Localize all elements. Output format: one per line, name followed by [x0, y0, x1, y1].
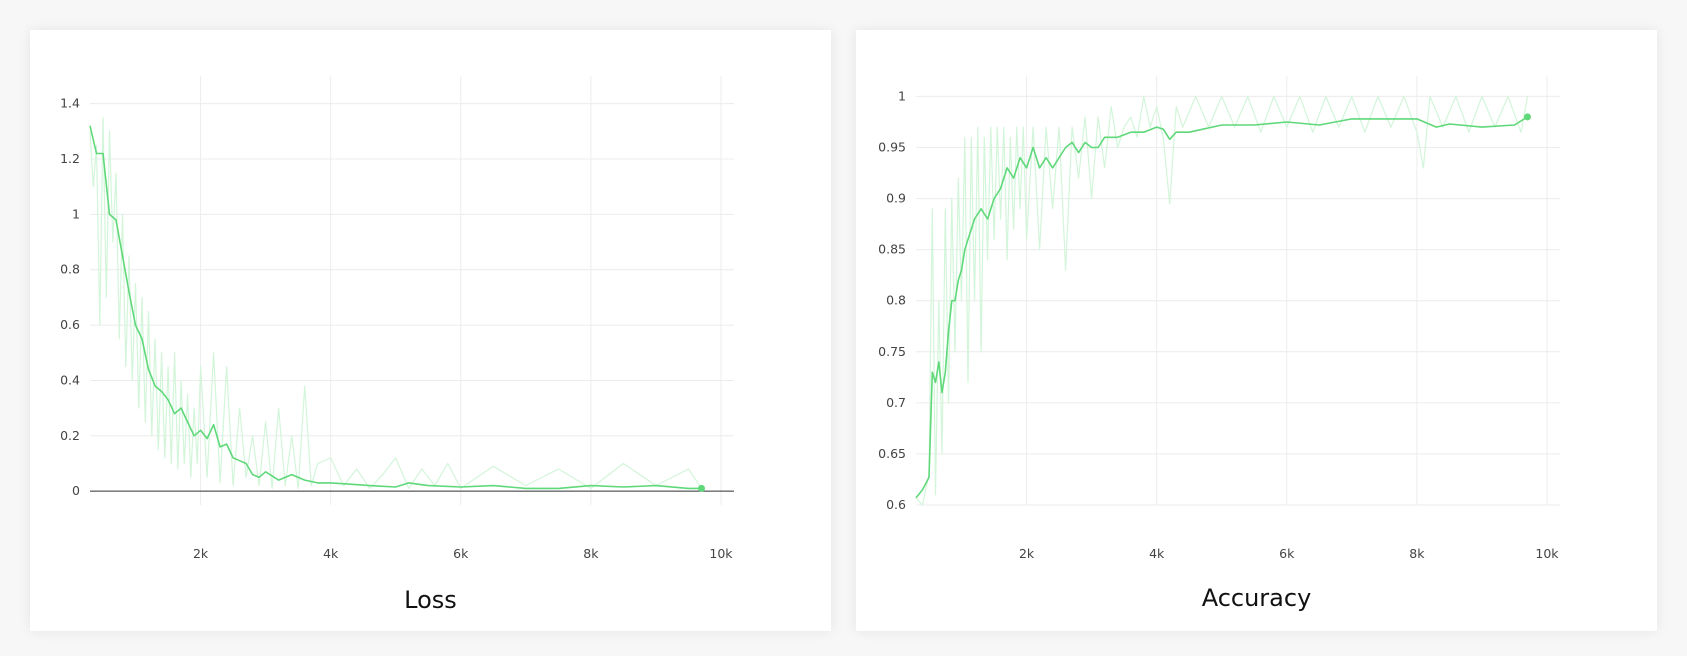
x-tick-label: 10k	[1535, 546, 1559, 561]
accuracy-chart-title: Accuracy	[1201, 584, 1312, 612]
y-tick-label: 0.75	[878, 344, 906, 359]
y-tick-label: 1	[898, 88, 906, 103]
y-tick-label: 0	[72, 483, 80, 498]
y-tick-label: 0.6	[60, 317, 80, 332]
x-tick-label: 2k	[1019, 546, 1035, 561]
y-tick-label: 0.9	[886, 191, 906, 206]
y-tick-label: 0.8	[60, 262, 80, 277]
y-tick-label: 0.4	[60, 372, 80, 387]
x-tick-label: 10k	[709, 546, 733, 561]
y-tick-label: 1.2	[60, 151, 80, 166]
x-tick-label: 6k	[453, 546, 469, 561]
y-tick-label: 0.65	[878, 446, 906, 461]
x-tick-label: 8k	[583, 546, 599, 561]
x-tick-label: 6k	[1279, 546, 1295, 561]
y-tick-label: 0.2	[60, 428, 80, 443]
raw-series-line	[915, 95, 1529, 506]
y-tick-label: 1	[72, 206, 80, 221]
x-tick-label: 2k	[193, 546, 209, 561]
y-tick-label: 0.6	[886, 497, 906, 512]
x-tick-label: 4k	[1149, 546, 1165, 561]
y-tick-label: 1.4	[60, 96, 80, 111]
loss-chart-title: Loss	[404, 586, 457, 614]
x-tick-label: 4k	[323, 546, 339, 561]
loss-chart-card: 0 0.2 0.4 0.6 0.8 1 1.2 1.4 2k 4k 6k 8k 10k Loss	[30, 30, 831, 631]
y-tick-label: 0.85	[878, 242, 906, 257]
smoothed-series-line	[89, 125, 702, 490]
raw-series-line	[89, 116, 702, 489]
last-point-marker	[1523, 113, 1531, 121]
smoothed-series-line	[915, 116, 1528, 499]
y-tick-label: 0.7	[886, 395, 906, 410]
accuracy-chart-card: 0.6 0.65 0.7 0.75 0.8 0.85 0.9 0.95 1 2k 4k 6k 8k 10k…	[856, 30, 1657, 631]
loss-chart: 0 0.2 0.4 0.6 0.8 1 1.2 1.4 2k 4k 6k 8k 10k	[60, 76, 734, 561]
y-tick-label: 0.95	[878, 140, 906, 155]
y-tick-label: 0.8	[886, 293, 906, 308]
accuracy-chart: 0.6 0.65 0.7 0.75 0.8 0.85 0.9 0.95 1 2k 4k 6k 8k 10k	[878, 76, 1560, 561]
last-point-marker	[697, 484, 705, 492]
x-tick-label: 8k	[1409, 546, 1425, 561]
